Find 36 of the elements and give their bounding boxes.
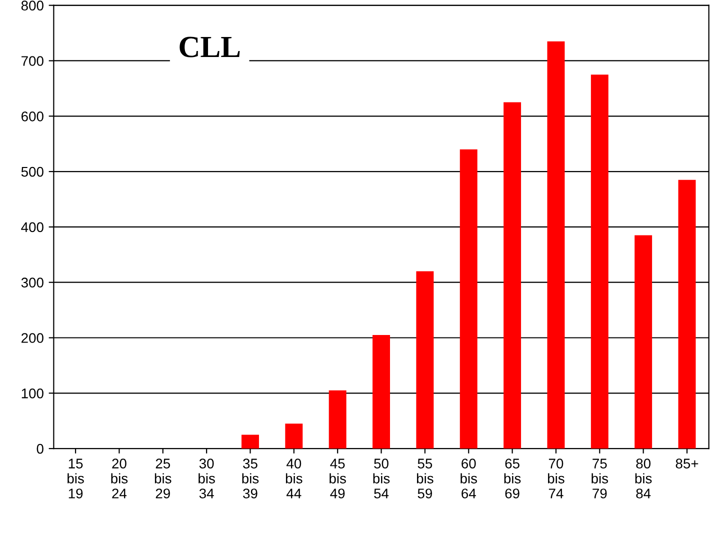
y-tick-label: 600	[22, 111, 44, 122]
y-tick-label: 0	[36, 444, 44, 454]
y-tick-label: 500	[21, 166, 44, 177]
bar	[285, 424, 303, 449]
y-tick-label: 700	[22, 56, 44, 66]
y-tick-label: 200	[22, 333, 44, 343]
y-tick-label: 800	[21, 0, 44, 11]
bar	[547, 41, 565, 449]
x-tick-label: 15 bis 19	[68, 458, 84, 498]
bar	[590, 74, 608, 449]
bar	[242, 434, 259, 449]
bar	[504, 102, 522, 449]
x-tick-label: 65 bis 69	[504, 458, 521, 498]
y-tick-label: 400	[21, 222, 44, 232]
x-tick-label: 30 bis 34	[198, 458, 215, 498]
x-tick-label: 45 bis 49	[330, 458, 346, 498]
x-tick-label: 85+	[676, 458, 698, 468]
x-tick-label: 40 bis 44	[286, 458, 302, 498]
x-tick-label: 20 bis 24	[111, 458, 128, 498]
bar	[416, 271, 434, 449]
bar	[678, 180, 696, 449]
x-tick-label: 60 bis 64	[460, 458, 477, 498]
x-tick-label: 75 bis 79	[592, 458, 608, 498]
x-tick-label: 25 bis 29	[154, 458, 172, 498]
x-tick-label: 70 bis 74	[548, 458, 564, 498]
bar	[634, 235, 652, 449]
x-tick-label: 35 bis 39	[242, 458, 259, 498]
x-tick-label: 80 bis 84	[635, 458, 652, 498]
y-tick-label: 300	[21, 278, 44, 288]
text: CLL	[180, 36, 240, 58]
bar	[460, 149, 478, 449]
bar	[372, 334, 390, 449]
y-tick-label: 100	[22, 388, 44, 398]
bar	[328, 390, 346, 449]
x-tick-label: 55 bis 59	[416, 458, 434, 498]
x-tick-label: 50 bis 54	[373, 458, 390, 498]
